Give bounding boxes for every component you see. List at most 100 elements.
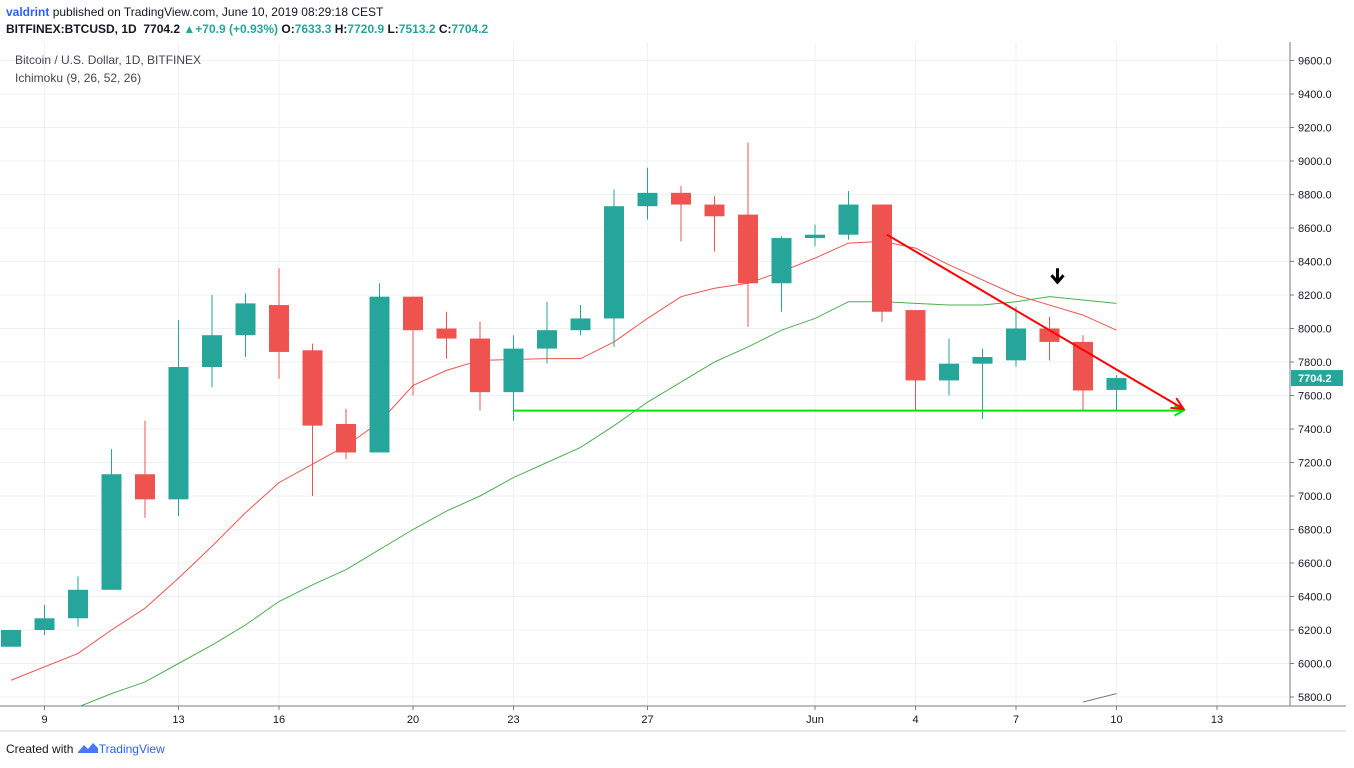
y-tick-label: 6600.0 <box>1298 558 1332 570</box>
y-tick-label: 8400.0 <box>1298 257 1332 269</box>
x-tick-label: 27 <box>641 714 653 726</box>
last-price: 7704.2 <box>143 22 181 36</box>
y-tick-label: 7600.0 <box>1298 391 1332 403</box>
candle-body <box>838 204 859 235</box>
x-tick-label: 4 <box>912 714 918 726</box>
y-tick-label: 9200.0 <box>1298 123 1332 135</box>
y-tick-label: 9000.0 <box>1298 156 1332 168</box>
candle <box>1039 316 1060 361</box>
symbol-name: BITFINEX:BTCUSD, 1D <box>6 22 137 36</box>
candle-body <box>604 206 624 319</box>
candle-body <box>537 330 557 349</box>
candle <box>1006 306 1026 368</box>
x-tick-label: 23 <box>507 714 519 726</box>
candle-body <box>470 338 490 393</box>
close-value: 7704.2 <box>451 22 489 36</box>
downtrend-arrowhead <box>1170 397 1186 411</box>
chart-grid <box>0 42 1290 706</box>
candle <box>570 305 591 336</box>
candle-body <box>570 318 591 331</box>
candle-body <box>805 234 825 239</box>
close-label: C: <box>438 22 452 36</box>
y-tick-label: 7200.0 <box>1298 458 1332 470</box>
candle <box>1106 375 1127 411</box>
candle <box>135 420 155 518</box>
candle <box>805 224 825 247</box>
candle-body <box>939 363 959 381</box>
candle-body <box>704 204 725 217</box>
chart-title: Bitcoin / U.S. Dollar, 1D, BITFINEX <box>15 53 202 67</box>
candle <box>939 338 959 396</box>
lagging-span-line <box>1082 693 1117 703</box>
candle-body <box>1039 328 1060 342</box>
y-tick-label: 6000.0 <box>1298 659 1332 671</box>
candle-body <box>872 204 892 312</box>
candle <box>235 293 256 357</box>
candle-body <box>269 305 289 352</box>
x-tick-label: 13 <box>1211 714 1223 726</box>
x-tick-label: 9 <box>41 714 47 726</box>
y-tick-label: 7000.0 <box>1298 491 1332 503</box>
candle <box>403 296 423 396</box>
symbol-info: BITFINEX:BTCUSD, 1D 7704.2 ▲+70.9 (+0.93… <box>6 22 488 36</box>
candle <box>604 189 624 347</box>
tradingview-brand[interactable]: TradingView <box>98 742 165 756</box>
candle-body <box>1006 328 1026 361</box>
y-tick-label: 6400.0 <box>1298 592 1332 604</box>
y-tick-label: 9600.0 <box>1298 56 1332 68</box>
candle <box>1073 335 1093 411</box>
candle-body <box>905 310 926 381</box>
candle <box>503 335 524 421</box>
candle <box>905 310 926 411</box>
tenkan-sen-line <box>10 240 1117 681</box>
candle-body <box>235 303 256 336</box>
y-tick-label: 5800.0 <box>1298 692 1332 704</box>
candle <box>436 311 457 359</box>
y-tick-label: 6200.0 <box>1298 625 1332 637</box>
candle-body <box>1073 341 1093 391</box>
support-arrowhead <box>1174 404 1186 417</box>
candle <box>470 321 490 411</box>
y-tick-label: 8600.0 <box>1298 223 1332 235</box>
candle-body <box>1106 378 1127 390</box>
candle <box>202 295 222 388</box>
x-tick-label: 20 <box>407 714 419 726</box>
candle <box>838 191 859 240</box>
candle <box>302 343 323 496</box>
candle <box>168 320 189 517</box>
candle <box>738 142 758 327</box>
candle-body <box>436 328 457 339</box>
candle <box>537 301 557 364</box>
candle-body <box>1 630 21 647</box>
up-triangle-icon: ▲ <box>183 22 196 36</box>
footer: Created with TradingView <box>6 742 165 756</box>
author-name[interactable]: valdrint <box>6 5 50 19</box>
y-tick-label: 8000.0 <box>1298 324 1332 336</box>
y-tick-label: 7400.0 <box>1298 424 1332 436</box>
tradingview-logo-icon <box>77 743 98 753</box>
publish-info: valdrint published on TradingView.com, J… <box>6 5 383 19</box>
indicator-legend[interactable]: Ichimoku (9, 26, 52, 26) <box>15 71 142 85</box>
candle-body <box>369 296 390 453</box>
high-label: H: <box>334 22 348 36</box>
created-with-text: Created with <box>6 742 74 756</box>
candle <box>101 449 122 590</box>
candle-body <box>101 474 122 590</box>
candle-body <box>34 618 55 630</box>
candle <box>369 283 390 453</box>
low-value: 7513.2 <box>398 22 436 36</box>
kijun-sen-line <box>79 296 1117 706</box>
candle <box>1 630 21 647</box>
candle-body <box>135 474 155 500</box>
candle-body <box>738 214 758 284</box>
down-arrow-marker-icon <box>1050 268 1065 285</box>
candle-body <box>671 192 691 205</box>
last-price-label-bg <box>1291 370 1343 387</box>
marker-head <box>1050 274 1065 285</box>
candle-body <box>302 350 323 426</box>
candle-body <box>972 356 993 364</box>
candle <box>269 268 289 379</box>
low-label: L: <box>387 22 399 36</box>
y-tick-label: 7800.0 <box>1298 357 1332 369</box>
